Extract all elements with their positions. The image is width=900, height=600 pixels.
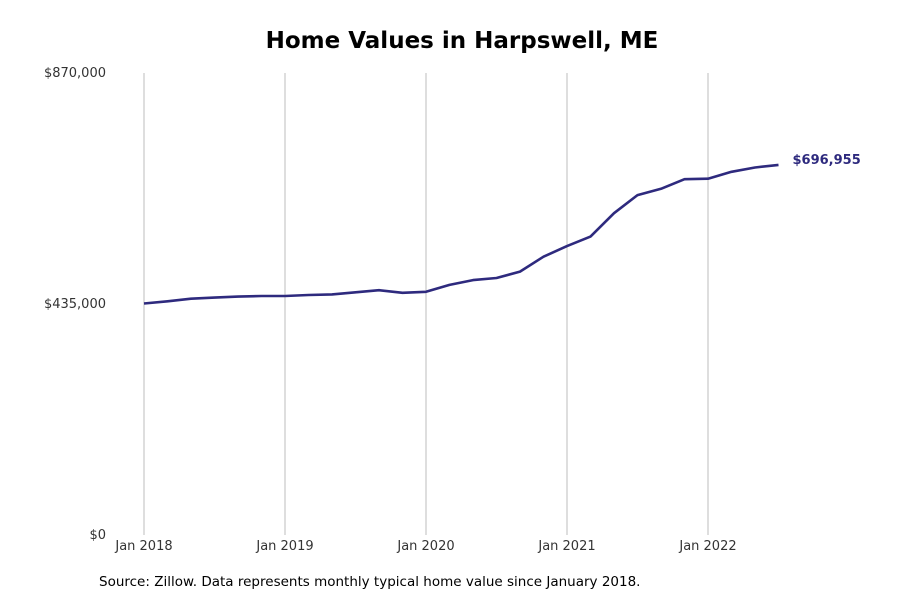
series-line xyxy=(143,163,779,305)
y-tick-label: $870,000 xyxy=(44,66,106,81)
end-value-label: $696,955 xyxy=(793,153,861,168)
source-note: Source: Zillow. Data represents monthly … xyxy=(99,574,641,590)
gridlines xyxy=(143,73,709,535)
x-tick-label: Jan 2022 xyxy=(678,539,736,554)
x-tick-label: Jan 2021 xyxy=(537,539,595,554)
y-tick-label: $0 xyxy=(89,528,106,543)
x-tick-label: Jan 2018 xyxy=(114,539,172,554)
x-tick-label: Jan 2019 xyxy=(255,539,313,554)
y-tick-label: $435,000 xyxy=(44,297,106,312)
chart-title: Home Values in Harpswell, ME xyxy=(265,28,659,54)
y-axis: $0 $435,000 $870,000 xyxy=(44,66,106,543)
x-axis: Jan 2018 Jan 2019 Jan 2020 Jan 2021 Jan 2022 xyxy=(114,539,736,554)
x-tick-label: Jan 2020 xyxy=(396,539,454,554)
